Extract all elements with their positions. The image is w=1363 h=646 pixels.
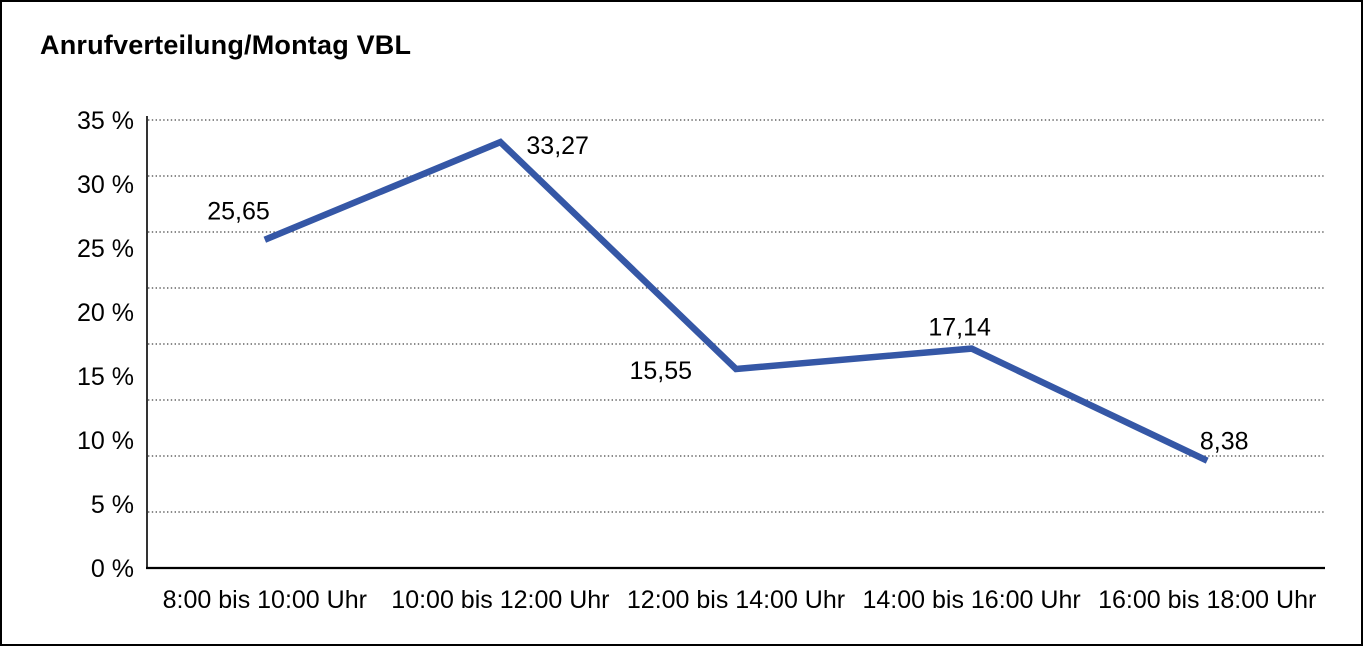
data-point-label: 17,14	[928, 314, 991, 342]
data-point-labels: 25,65 33,27 15,55 17,14 8,38	[207, 132, 1248, 456]
y-axis-tick-labels: 0 % 5 % 10 % 15 % 20 % 25 % 30 % 35 %	[77, 107, 134, 583]
x-category-label: 16:00 bis 18:00 Uhr	[1098, 586, 1316, 614]
x-category-label: 8:00 bis 10:00 Uhr	[163, 586, 367, 614]
data-point-label: 15,55	[629, 357, 692, 385]
chart-title: Anrufverteilung/Montag VBL	[40, 30, 412, 60]
y-tick-label: 25 %	[77, 235, 134, 263]
x-axis-category-labels: 8:00 bis 10:00 Uhr 10:00 bis 12:00 Uhr 12:…	[163, 586, 1317, 614]
axes	[146, 116, 1325, 570]
y-tick-label: 10 %	[77, 427, 134, 455]
x-category-label: 10:00 bis 12:00 Uhr	[391, 586, 609, 614]
data-point-label: 33,27	[526, 132, 589, 160]
series-polyline	[263, 138, 1209, 464]
data-series-line	[263, 138, 1209, 464]
y-tick-label: 0 %	[91, 555, 134, 583]
x-category-label: 14:00 bis 16:00 Uhr	[862, 586, 1080, 614]
data-point-label: 8,38	[1200, 428, 1249, 456]
x-category-label: 12:00 bis 14:00 Uhr	[627, 586, 845, 614]
y-tick-label: 20 %	[77, 299, 134, 327]
y-tick-label: 15 %	[77, 363, 134, 391]
data-point-label: 25,65	[207, 198, 270, 226]
y-tick-label: 30 %	[77, 171, 134, 199]
gridlines	[148, 119, 1325, 513]
y-tick-label: 5 %	[91, 491, 134, 519]
y-tick-label: 35 %	[77, 107, 134, 135]
